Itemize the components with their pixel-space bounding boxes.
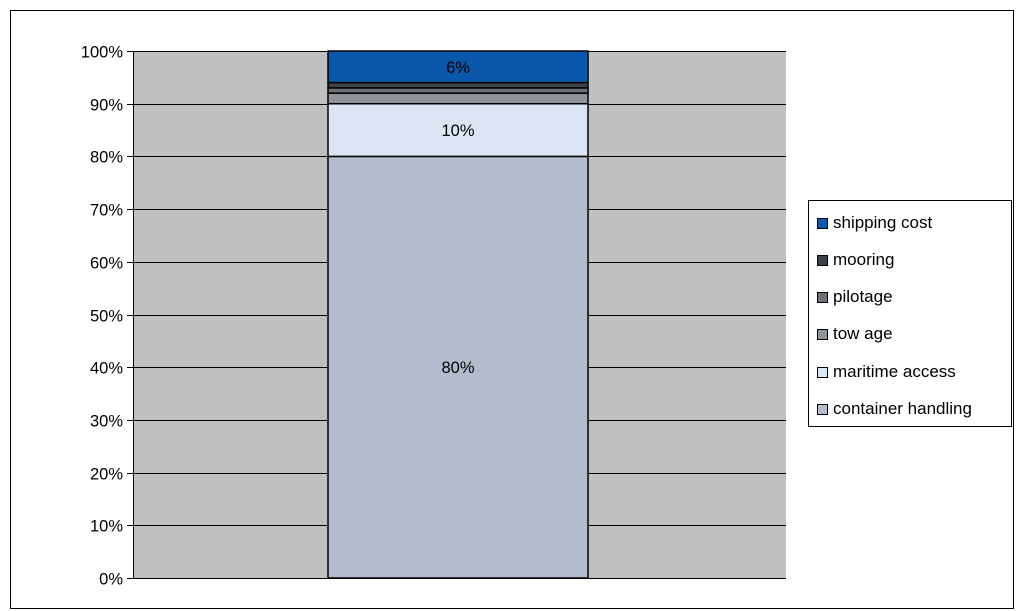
y-tick-label: 60% bbox=[90, 255, 123, 273]
legend: shipping cost mooring pilotage tow age marit… bbox=[808, 200, 1012, 427]
legend-label: mooring bbox=[833, 250, 895, 269]
bar-segment-shipping-cost bbox=[327, 50, 589, 84]
data-label-container-handling: 80% bbox=[441, 359, 474, 377]
y-tick-label: 40% bbox=[90, 360, 123, 378]
legend-item-tow-age: tow age bbox=[817, 323, 893, 345]
legend-swatch bbox=[817, 291, 828, 303]
legend-swatch bbox=[817, 217, 828, 229]
legend-swatch bbox=[817, 366, 828, 378]
data-label-maritime-access: 10% bbox=[441, 122, 474, 140]
legend-item-pilotage: pilotage bbox=[817, 286, 893, 308]
y-tick-label: 90% bbox=[90, 97, 123, 115]
bar-segment-mooring bbox=[327, 81, 589, 89]
legend-item-shipping-cost: shipping cost bbox=[817, 212, 932, 234]
y-tick-label: 80% bbox=[90, 149, 123, 167]
legend-label: tow age bbox=[833, 324, 893, 343]
legend-swatch bbox=[817, 328, 828, 340]
bar-segment-pilotage bbox=[327, 87, 589, 94]
bar-segment-maritime-access bbox=[327, 102, 589, 158]
legend-label: pilotage bbox=[833, 287, 893, 306]
legend-label: maritime access bbox=[833, 362, 956, 381]
legend-swatch bbox=[817, 254, 828, 266]
bar-segment-tow-age bbox=[327, 92, 589, 105]
y-tick-label: 50% bbox=[90, 308, 123, 326]
y-tick-label: 100% bbox=[81, 44, 124, 62]
legend-label: container handling bbox=[833, 399, 972, 418]
bar-segment-container-handling bbox=[327, 155, 589, 579]
legend-swatch bbox=[817, 403, 828, 415]
y-tick-label: 20% bbox=[90, 466, 123, 484]
data-label-shipping-cost: 6% bbox=[446, 59, 470, 77]
legend-item-container-handling: container handling bbox=[817, 398, 972, 420]
legend-label: shipping cost bbox=[833, 213, 933, 232]
y-tick-label: 10% bbox=[90, 518, 123, 536]
legend-item-mooring: mooring bbox=[817, 249, 894, 271]
y-tick-label: 30% bbox=[90, 413, 123, 431]
legend-item-maritime-access: maritime access bbox=[817, 361, 956, 383]
y-tick-label: 70% bbox=[90, 202, 123, 220]
y-tick-label: 0% bbox=[99, 571, 123, 589]
